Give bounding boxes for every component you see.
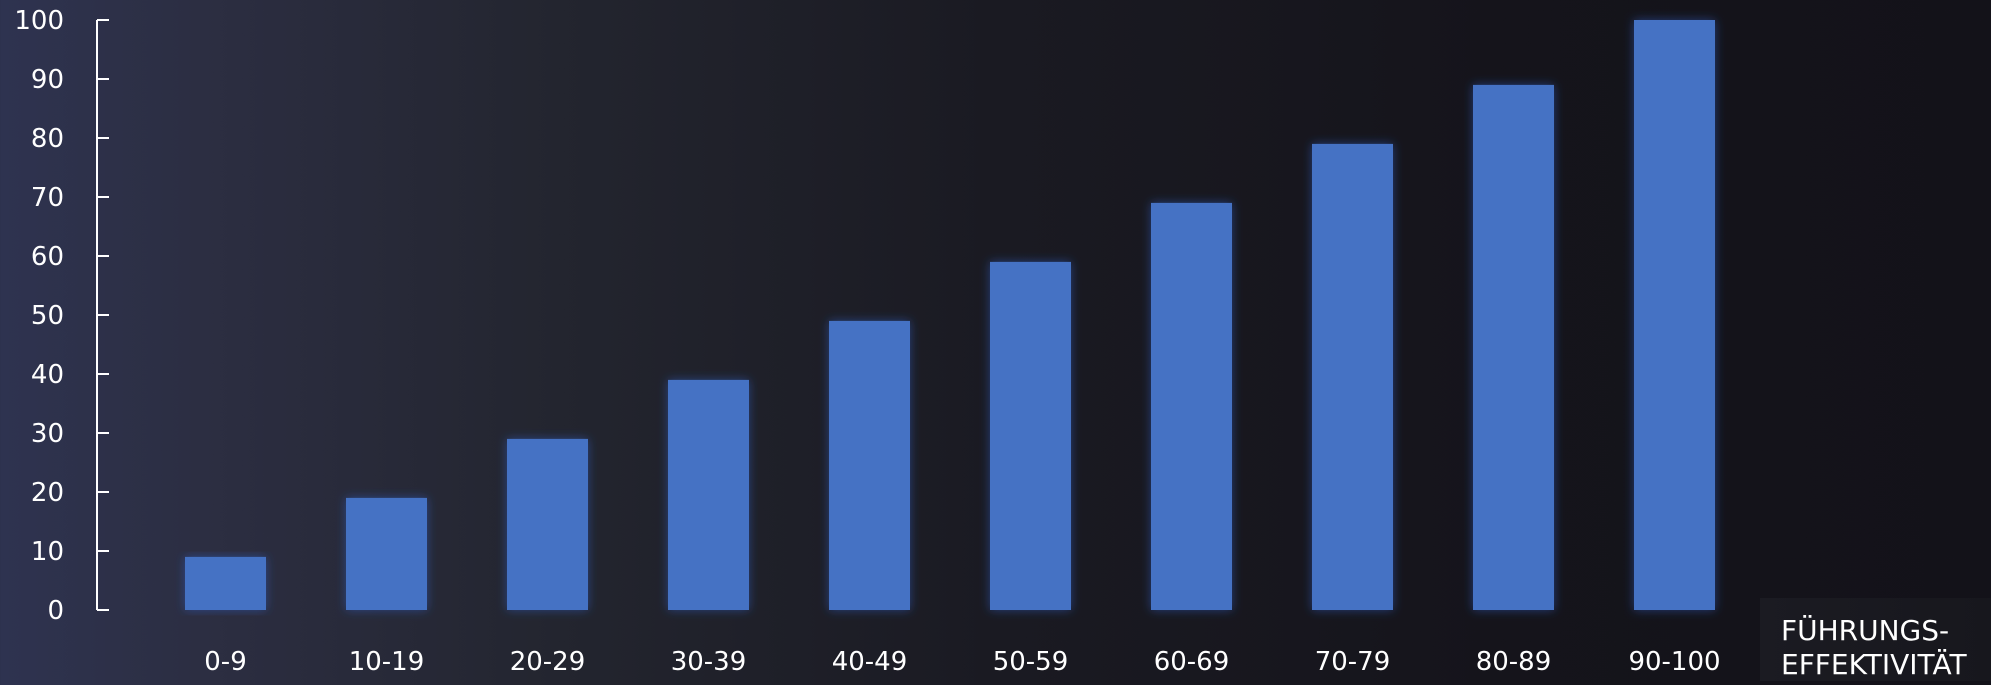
x-axis-category-labels: 0-9 10-19 20-29 30-39 40-49 50-59 60-69 70-79 80… xyxy=(204,647,1720,677)
y-tick-label: 40 xyxy=(31,360,64,390)
x-category-label: 60-69 xyxy=(1154,647,1230,677)
x-category-label: 20-29 xyxy=(510,647,586,677)
bars xyxy=(185,20,1715,610)
bar xyxy=(990,261,1071,610)
x-axis-label-line-1: FÜHRUNGS- xyxy=(1781,613,1949,647)
bar xyxy=(507,438,588,610)
bar xyxy=(1473,84,1554,610)
y-tick-label: 50 xyxy=(31,301,64,331)
x-category-label: 70-79 xyxy=(1315,647,1391,677)
x-category-label: 30-39 xyxy=(671,647,747,677)
x-category-label: 40-49 xyxy=(832,647,908,677)
y-axis-ticks: 0 10 20 30 40 50 60 70 80 90 100 xyxy=(14,6,109,626)
x-axis-label-line-2: EFFEKTIVITÄT xyxy=(1781,648,1967,681)
y-tick-label: 70 xyxy=(31,183,64,213)
bar xyxy=(829,320,910,610)
bar xyxy=(1151,202,1232,610)
x-category-label: 10-19 xyxy=(349,647,425,677)
bar xyxy=(346,497,427,610)
y-tick-label: 90 xyxy=(31,65,64,95)
bar xyxy=(185,556,266,610)
bar xyxy=(1312,143,1393,610)
x-category-label: 0-9 xyxy=(204,647,246,677)
y-tick-label: 0 xyxy=(47,596,64,626)
y-tick-label: 60 xyxy=(31,242,64,272)
y-tick-label: 80 xyxy=(31,124,64,154)
x-category-label: 90-100 xyxy=(1628,647,1720,677)
x-category-label: 80-89 xyxy=(1476,647,1552,677)
y-tick-label: 100 xyxy=(14,6,64,36)
y-tick-label: 30 xyxy=(31,419,64,449)
x-axis-label: FÜHRUNGS- EFFEKTIVITÄT xyxy=(1781,613,1967,681)
bar xyxy=(668,379,749,610)
x-category-label: 50-59 xyxy=(993,647,1069,677)
y-tick-label: 20 xyxy=(31,478,64,508)
x-axis-label-backdrop xyxy=(1760,598,1991,681)
y-tick-label: 10 xyxy=(31,537,64,567)
bar xyxy=(1634,20,1715,610)
